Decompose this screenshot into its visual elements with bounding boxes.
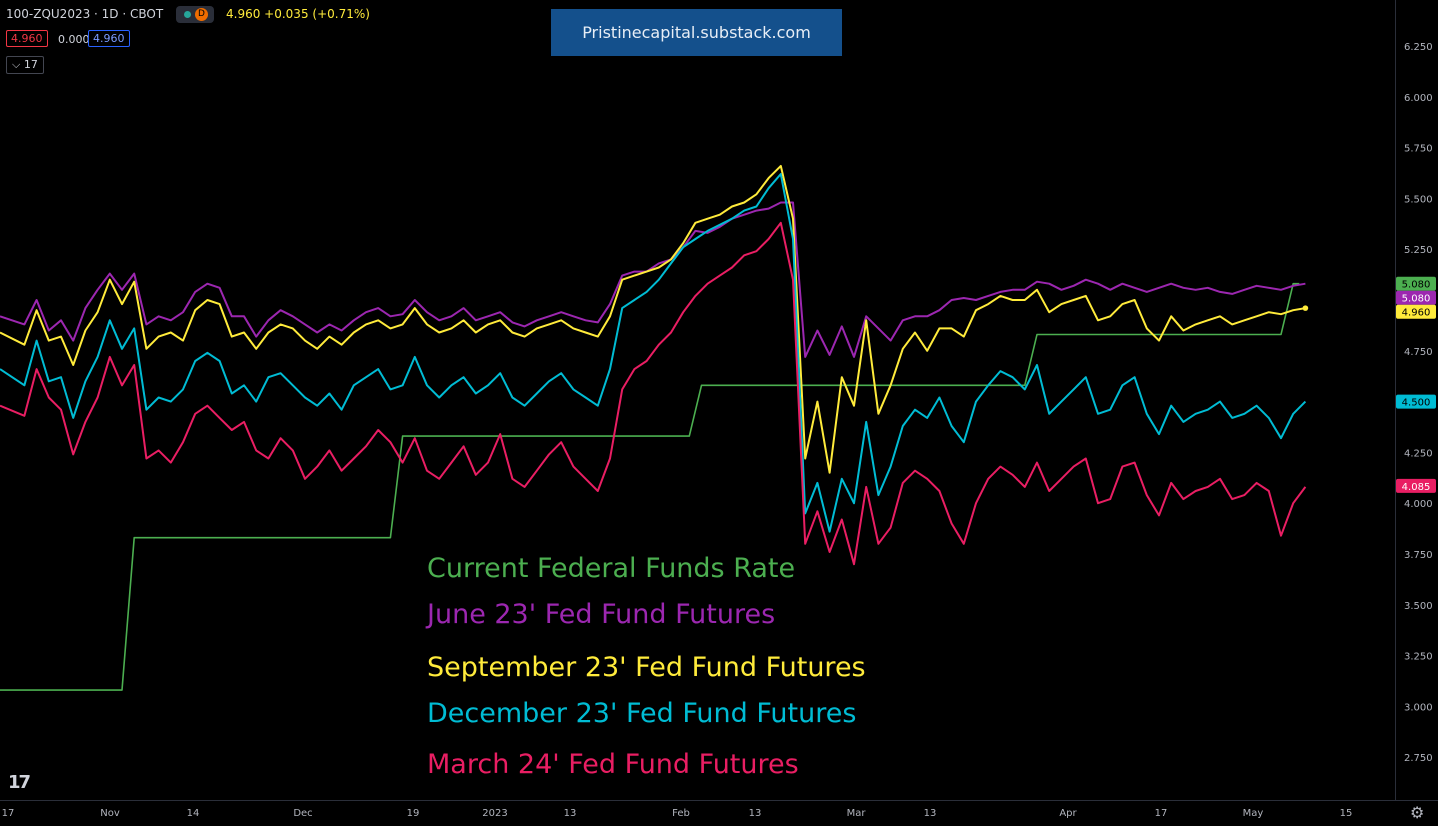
legend-fed-funds: Current Federal Funds Rate — [427, 553, 796, 584]
x-tick-label: 13 — [749, 808, 762, 819]
x-tick-label: 19 — [407, 808, 420, 819]
x-tick-label: Dec — [293, 808, 312, 819]
source-banner: Pristinecapital.substack.com — [551, 9, 842, 56]
price-label-text: 5.080 — [1402, 280, 1431, 291]
x-tick-label: 13 — [564, 808, 577, 819]
y-tick-label: 3.750 — [1404, 550, 1433, 561]
y-tick-label: 5.250 — [1404, 245, 1433, 256]
tradingview-logo: 17 — [8, 772, 31, 793]
y-tick-label: 5.750 — [1404, 144, 1433, 155]
x-tick-label: 15 — [1340, 808, 1353, 819]
y-tick-label: 4.250 — [1404, 448, 1433, 459]
y-tick-label: 5.500 — [1404, 194, 1433, 205]
x-tick-label: Feb — [672, 808, 690, 819]
x-tick-label: 17 — [1155, 808, 1168, 819]
last-price-change: 4.960 +0.035 (+0.71%) — [226, 7, 370, 21]
time-axis[interactable] — [0, 800, 1438, 826]
y-tick-label: 3.500 — [1404, 601, 1433, 612]
x-tick-label: Nov — [100, 808, 120, 819]
y-tick-label: 4.000 — [1404, 499, 1433, 510]
series-line-2 — [0, 164, 1306, 474]
y-tick-label: 4.750 — [1404, 347, 1433, 358]
price-label-box — [1396, 304, 1436, 319]
y-tick-label: 3.000 — [1404, 702, 1433, 713]
y-tick-label: 6.250 — [1404, 42, 1433, 53]
series-line-0 — [0, 282, 1300, 691]
price-label-text: 4.960 — [1402, 308, 1431, 319]
indicators-count: 17 — [23, 58, 38, 71]
y-tick-label: 6.000 — [1404, 93, 1433, 104]
legend-dec-23: December 23' Fed Fund Futures — [427, 698, 857, 729]
price-label-box — [1396, 478, 1436, 493]
x-tick-label: 2023 — [482, 808, 507, 819]
delay-badge: D — [195, 8, 208, 21]
price-axis[interactable] — [1395, 0, 1438, 800]
price-label-text: 4.500 — [1402, 398, 1431, 409]
series-line-4 — [0, 221, 1307, 566]
legend-mar-24: March 24' Fed Fund Futures — [427, 749, 799, 780]
x-tick-label: Apr — [1059, 808, 1077, 819]
symbol-title[interactable]: 100-ZQU2023 · 1D · CBOT — [6, 7, 164, 21]
ask-price-button[interactable]: 4.960 — [88, 30, 130, 47]
legend-june-23: June 23' Fed Fund Futures — [427, 599, 776, 630]
status-badges[interactable]: D — [176, 6, 214, 23]
y-tick-label: 2.750 — [1404, 753, 1433, 764]
bid-price-button[interactable]: 4.960 — [6, 30, 48, 47]
series-line-1 — [0, 201, 1306, 358]
spread-value: 0.000 — [58, 33, 90, 46]
indicators-toggle[interactable]: ⌵ 17 — [6, 56, 44, 74]
chevron-down-icon: ⌵ — [12, 58, 24, 71]
series-line-3 — [0, 173, 1307, 533]
price-label-box — [1396, 394, 1436, 409]
market-open-dot-icon — [184, 11, 191, 18]
price-label-text: 4.085 — [1402, 482, 1431, 493]
x-tick-label: 13 — [924, 808, 937, 819]
y-tick-label: 3.250 — [1404, 652, 1433, 663]
price-label-text: 5.080 — [1402, 294, 1431, 305]
price-label-box — [1396, 290, 1436, 305]
x-tick-label: 17 — [2, 808, 15, 819]
price-label-box — [1396, 276, 1436, 291]
last-point-marker — [1302, 305, 1309, 311]
legend-sept-23: September 23' Fed Fund Futures — [427, 652, 866, 683]
x-tick-label: 14 — [187, 808, 200, 819]
x-tick-label: May — [1243, 808, 1264, 819]
x-tick-label: Mar — [847, 808, 867, 819]
gear-icon[interactable]: ⚙ — [1410, 803, 1425, 822]
